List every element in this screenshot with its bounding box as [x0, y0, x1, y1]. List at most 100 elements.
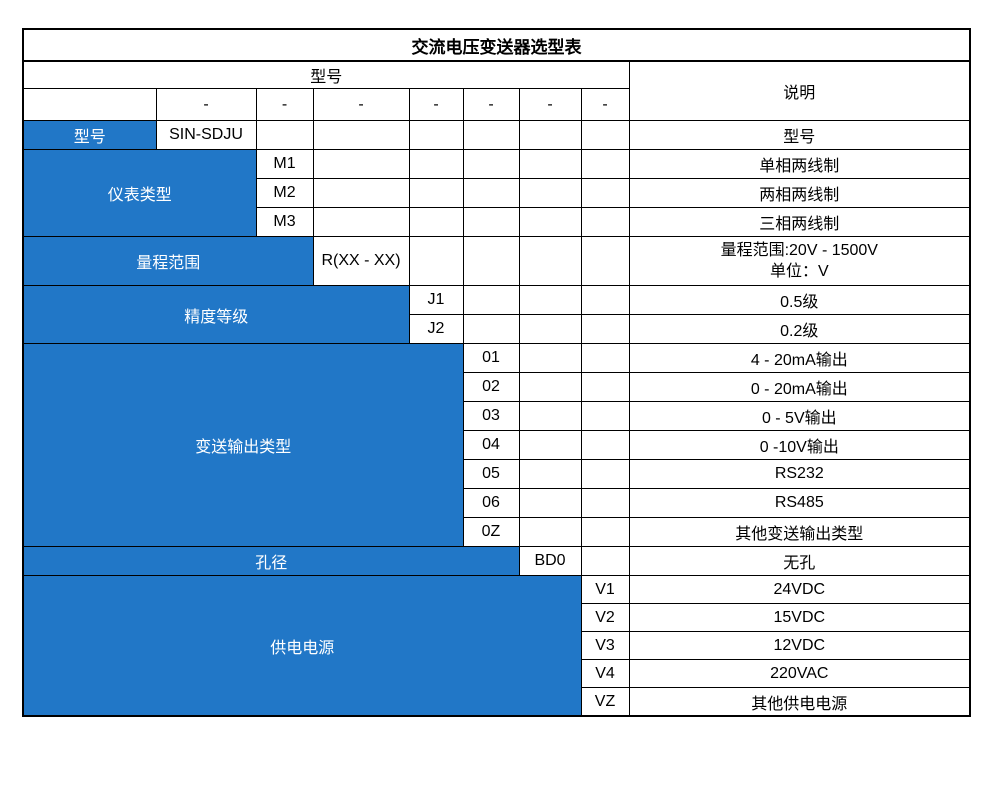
range-desc: 量程范围:20V - 1500V 单位：V	[628, 236, 971, 286]
output-row: 0Z 其他变送输出类型	[23, 517, 971, 547]
meter-type-code: M3	[255, 207, 314, 237]
empty-cell	[255, 120, 314, 150]
meter-type-desc: 单相两线制	[628, 149, 971, 179]
header-row: 型号 说明	[22, 60, 971, 121]
meter-type-code: M2	[255, 178, 314, 208]
empty-cell	[408, 120, 464, 150]
meter-type-desc: 两相两线制	[628, 178, 971, 208]
power-code: V1	[580, 575, 630, 604]
accuracy-row: J2 0.2级	[23, 314, 971, 344]
empty-cell	[312, 149, 410, 179]
empty-cell	[580, 178, 630, 208]
output-code: 0Z	[462, 517, 520, 547]
power-desc: 24VDC	[628, 575, 971, 604]
power-code: V4	[580, 659, 630, 688]
power-desc: 220VAC	[628, 659, 971, 688]
empty-cell	[462, 149, 520, 179]
output-code: 05	[462, 459, 520, 489]
empty-cell	[518, 236, 582, 286]
range-label: 量程范围	[22, 236, 314, 286]
output-desc: 0 - 5V输出	[628, 401, 971, 431]
power-desc: 15VDC	[628, 603, 971, 632]
meter-type-code: M1	[255, 149, 314, 179]
accuracy-row: 精度等级 J1 0.5级	[22, 285, 971, 344]
aperture-code: BD0	[518, 546, 582, 576]
output-row: 06 RS485	[23, 488, 971, 518]
empty-cell	[408, 178, 464, 208]
table-title: 交流电压变送器选型表	[22, 28, 971, 62]
output-desc: RS232	[628, 459, 971, 489]
power-label: 供电电源	[22, 575, 582, 717]
output-code: 02	[462, 372, 520, 402]
meter-type-row: 仪表类型 M1 单相两线制	[22, 149, 971, 237]
power-code: V2	[580, 603, 630, 632]
empty-cell	[580, 149, 630, 179]
empty-cell	[580, 546, 630, 576]
output-desc: RS485	[628, 488, 971, 518]
empty-cell	[518, 459, 582, 489]
meter-type-label: 仪表类型	[22, 149, 257, 237]
empty-cell	[518, 372, 582, 402]
empty-cell	[580, 517, 630, 547]
empty-cell	[580, 430, 630, 460]
output-row: 变送输出类型 01 4 - 20mA输出	[22, 343, 971, 547]
aperture-row: 孔径 BD0 无孔	[22, 546, 971, 576]
empty-cell	[518, 488, 582, 518]
empty-cell	[518, 207, 582, 237]
power-row: 供电电源 V1 24VDC	[22, 575, 971, 717]
model-code: SIN-SDJU	[155, 120, 257, 150]
empty-cell	[462, 285, 520, 315]
dash-cell: -	[518, 88, 582, 121]
output-desc: 0 -10V输出	[628, 430, 971, 460]
empty-cell	[518, 314, 582, 344]
accuracy-code: J2	[408, 314, 464, 344]
output-code: 06	[462, 488, 520, 518]
power-code: V3	[580, 631, 630, 660]
dash-cell: -	[462, 88, 520, 121]
range-desc-line1: 量程范围:20V - 1500V	[720, 242, 878, 259]
output-label: 变送输出类型	[22, 343, 464, 547]
title-row: 交流电压变送器选型表	[22, 28, 971, 62]
aperture-label: 孔径	[22, 546, 520, 576]
accuracy-desc: 0.5级	[628, 285, 971, 315]
model-row: 型号 SIN-SDJU 型号	[22, 120, 971, 150]
range-desc-line2: 单位：V	[769, 263, 829, 280]
empty-cell	[580, 120, 630, 150]
accuracy-label: 精度等级	[22, 285, 410, 344]
output-row: 03 0 - 5V输出	[23, 401, 971, 431]
model-number-header: 型号	[22, 60, 630, 89]
dash-cell: -	[255, 88, 314, 121]
dash-cell: -	[580, 88, 630, 121]
meter-type-desc: 三相两线制	[628, 207, 971, 237]
empty-cell	[518, 178, 582, 208]
model-label: 型号	[22, 120, 157, 150]
empty-cell	[580, 285, 630, 315]
empty-cell	[312, 120, 410, 150]
output-desc: 4 - 20mA输出	[628, 343, 971, 373]
empty-cell	[408, 236, 464, 286]
empty-cell	[580, 372, 630, 402]
output-row: 02 0 - 20mA输出	[23, 372, 971, 402]
empty-cell	[580, 488, 630, 518]
empty-cell	[462, 207, 520, 237]
empty-cell	[408, 207, 464, 237]
accuracy-code: J1	[408, 285, 464, 315]
aperture-desc: 无孔	[628, 546, 971, 576]
empty-cell	[518, 149, 582, 179]
output-code: 04	[462, 430, 520, 460]
output-row: 05 RS232	[23, 459, 971, 489]
power-row: V4 220VAC	[23, 659, 971, 688]
empty-cell	[580, 459, 630, 489]
output-desc: 其他变送输出类型	[628, 517, 971, 547]
empty-cell	[518, 517, 582, 547]
accuracy-desc: 0.2级	[628, 314, 971, 344]
output-code: 01	[462, 343, 520, 373]
empty-cell	[312, 178, 410, 208]
range-code: R(XX - XX)	[312, 236, 410, 286]
empty-cell	[462, 236, 520, 286]
empty-cell	[462, 178, 520, 208]
empty-cell	[518, 285, 582, 315]
empty-cell	[312, 207, 410, 237]
power-desc: 12VDC	[628, 631, 971, 660]
empty-cell	[518, 401, 582, 431]
